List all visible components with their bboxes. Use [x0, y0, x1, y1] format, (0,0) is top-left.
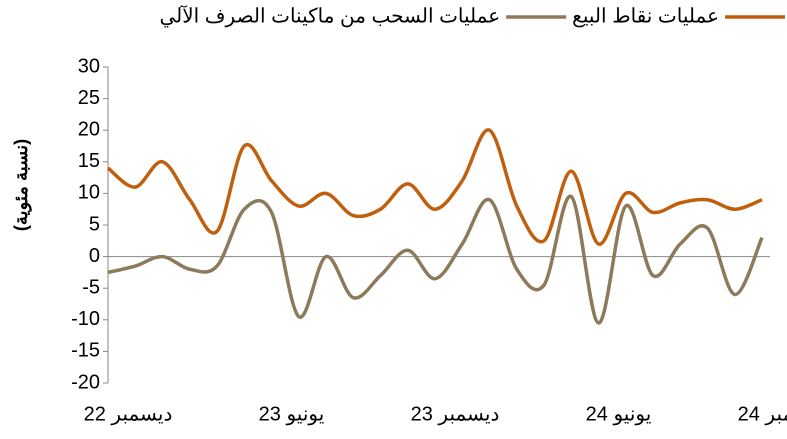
y-tick-label: 20 [78, 118, 100, 140]
y-tick-label: 30 [78, 55, 100, 77]
legend-label: عمليات نقاط البيع [572, 5, 719, 27]
y-tick-label: -20 [71, 371, 100, 393]
x-tick-label: ديسمبر 24 [738, 403, 787, 425]
x-tick-label: يونيو 24 [586, 403, 652, 425]
y-axis-label: (نسبة مئوية) [11, 139, 32, 231]
y-tick-label: -15 [71, 340, 100, 362]
x-tick-label: يونيو 23 [259, 403, 325, 425]
x-tick-label: ديسمبر 22 [84, 403, 173, 425]
line-series [107, 194, 764, 325]
y-tick-label: 15 [78, 150, 100, 172]
y-tick-label: -10 [71, 308, 100, 330]
y-tick-label: -5 [82, 276, 100, 298]
line-series [106, 128, 763, 246]
y-tick-label: 0 [89, 245, 100, 267]
legend-label: عمليات السحب من ماكينات الصرف الآلي [160, 4, 501, 27]
y-tick-label: 10 [78, 182, 100, 204]
x-tick-label: ديسمبر 23 [411, 403, 500, 425]
y-tick-label: 5 [89, 213, 100, 235]
y-tick-label: 25 [78, 87, 100, 109]
